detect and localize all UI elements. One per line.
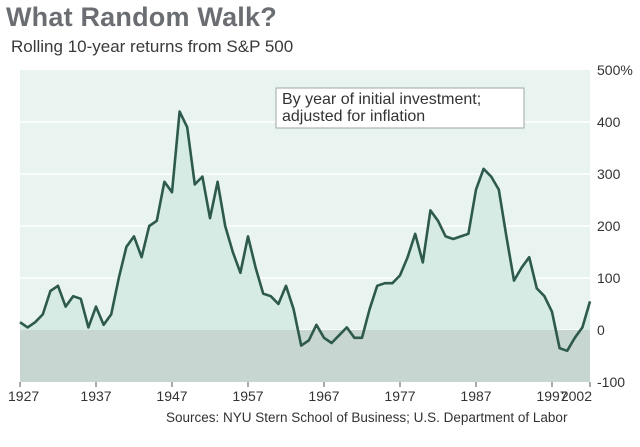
chart-title: What Random Walk? — [6, 2, 277, 32]
x-tick-label: 1977 — [384, 388, 415, 404]
series-line — [19, 110, 592, 353]
y-axis: 500% 400 300 200 100 0 -100 — [597, 62, 633, 390]
y-tick-label: 500% — [597, 62, 633, 78]
x-tick-label: 1937 — [80, 388, 111, 404]
x-tick-label: 1967 — [308, 388, 339, 404]
x-tick-label: 1927 — [8, 388, 39, 404]
chart-annotation: By year of initial investment; adjusted … — [275, 87, 525, 129]
x-tick-label: 1947 — [156, 388, 187, 404]
y-tick-label: 100 — [597, 270, 621, 286]
negative-area — [20, 330, 590, 382]
y-tick-label: 200 — [597, 218, 621, 234]
chart-subtitle: Rolling 10-year returns from S&P 500 — [11, 37, 294, 56]
series-area — [20, 111, 590, 351]
y-tick-label: 400 — [597, 114, 621, 130]
annotation-line: By year of initial investment; — [282, 91, 481, 108]
y-tick-label: 300 — [597, 166, 621, 182]
y-tick-label: -100 — [597, 374, 625, 390]
annotation-box — [275, 87, 525, 129]
x-tick-label: 1997 — [536, 388, 567, 404]
source-note: Sources: NYU Stern School of Business; U… — [166, 410, 568, 425]
y-tick-label: 0 — [597, 322, 605, 338]
x-tick-label: 1987 — [460, 388, 491, 404]
annotation-line: adjusted for inflation — [282, 108, 425, 125]
x-tick-label: 1957 — [232, 388, 263, 404]
x-tick-label: 2002 — [561, 388, 592, 404]
